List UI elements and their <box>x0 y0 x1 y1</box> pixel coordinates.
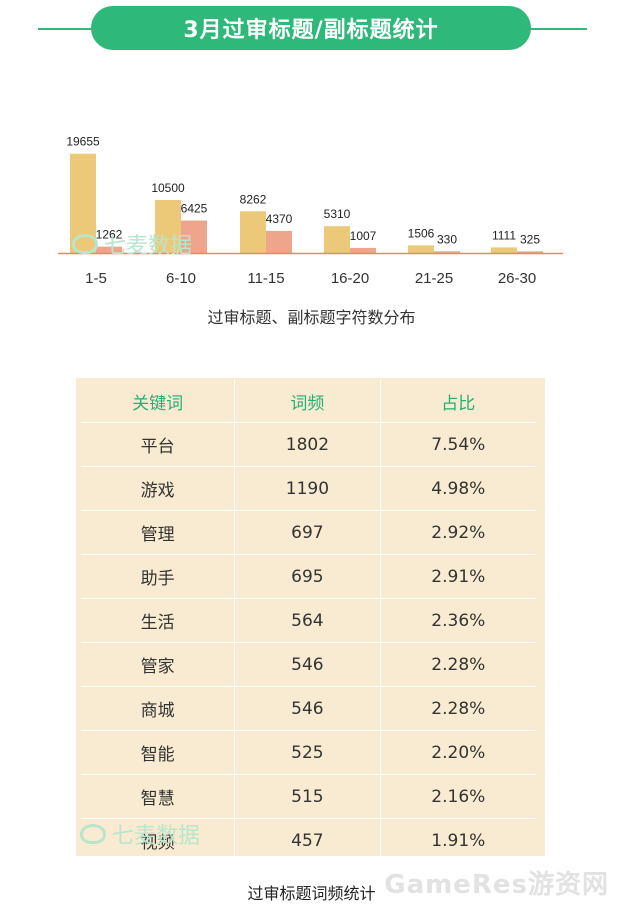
keyword-cell: 智慧 <box>81 774 235 819</box>
data-label-s2-26-30: 325 <box>520 232 540 246</box>
data-label-s2-6-10: 6425 <box>181 202 208 216</box>
ratio-cell: 2.28% <box>379 642 536 687</box>
x-tick-label: 6-10 <box>166 270 196 287</box>
frequency-cell: 1190 <box>234 466 381 511</box>
frequency-cell: 1802 <box>234 422 381 467</box>
bar-s1-11-15 <box>240 211 266 253</box>
table-row: 视频 457 1.91% <box>81 818 536 862</box>
x-tick-label: 1-5 <box>85 270 107 287</box>
frequency-cell: 515 <box>234 774 381 819</box>
table-row: 生活 564 2.36% <box>81 598 536 643</box>
table-row: 管理 697 2.92% <box>81 510 536 555</box>
ratio-cell: 2.20% <box>379 730 536 775</box>
frequency-cell: 457 <box>234 818 381 862</box>
table-row: 智慧 515 2.16% <box>81 774 536 819</box>
ratio-cell: 2.92% <box>379 510 536 555</box>
title-line-left <box>38 28 98 30</box>
bar-s2-21-25 <box>434 251 460 253</box>
ratio-cell: 2.91% <box>379 554 536 599</box>
data-label-s1-21-25: 1506 <box>408 226 435 240</box>
ratio-cell: 7.54% <box>379 422 536 467</box>
keyword-cell: 管家 <box>81 642 235 687</box>
data-label-s1-16-20: 5310 <box>324 207 351 221</box>
bar-s2-6-10 <box>181 220 207 253</box>
table-row: 智能 525 2.20% <box>81 730 536 775</box>
table-row: 管家 546 2.28% <box>81 642 536 687</box>
data-label-s1-11-15: 8262 <box>240 192 267 206</box>
column-header-ratio: 占比 <box>379 380 536 423</box>
frequency-cell: 546 <box>234 686 381 731</box>
table-header-row: 关键词 词频 占比 <box>81 380 536 423</box>
keyword-cell: 助手 <box>81 554 235 599</box>
bar-s2-1-5 <box>96 246 122 253</box>
title-line-right <box>525 28 587 30</box>
table-row: 助手 695 2.91% <box>81 554 536 599</box>
ratio-cell: 2.28% <box>379 686 536 731</box>
table-caption: 过审标题词频统计 <box>247 884 376 903</box>
bar-s2-16-20 <box>350 247 376 253</box>
keyword-cell: 游戏 <box>81 466 235 511</box>
x-tick-label: 26-30 <box>498 270 536 287</box>
x-tick-label: 16-20 <box>331 270 369 287</box>
bar-s2-26-30 <box>517 251 543 253</box>
keyword-cell: 智能 <box>81 730 235 775</box>
frequency-cell: 546 <box>234 642 381 687</box>
frequency-cell: 525 <box>234 730 381 775</box>
gameres-watermark: GameRes游资网 <box>384 870 609 900</box>
keyword-table-panel: 关键词 词频 占比 平台 1802 7.54% 游戏 1190 4.98% 管理 697 2.9… <box>76 378 545 862</box>
table-row: 平台 1802 7.54% <box>81 422 536 467</box>
data-label-s1-1-5: 19655 <box>66 135 100 149</box>
frequency-cell: 564 <box>234 598 381 643</box>
data-label-s2-16-20: 1007 <box>350 229 377 243</box>
watermark-qimai-chart: 七麦数据 <box>72 228 192 260</box>
column-header-frequency: 词频 <box>234 380 381 423</box>
ratio-cell: 4.98% <box>379 466 536 511</box>
keyword-cell: 生活 <box>81 598 235 643</box>
ratio-cell: 1.91% <box>379 818 536 862</box>
table-row: 商城 546 2.28% <box>81 686 536 731</box>
keyword-cell: 视频 <box>81 818 235 862</box>
keyword-table: 关键词 词频 占比 平台 1802 7.54% 游戏 1190 4.98% 管理 697 2.9… <box>81 380 536 862</box>
data-label-s2-1-5: 1262 <box>96 228 123 242</box>
watermark-qimai-table: 七麦数据 <box>80 818 200 850</box>
bar-chart: 19655 1262 1-5 10500 6425 6-10 8262 4370 11-15 53… <box>58 135 563 287</box>
table-row: 游戏 1190 4.98% <box>81 466 536 511</box>
watermark-text: 七麦数据 <box>104 234 193 259</box>
ratio-cell: 2.16% <box>379 774 536 819</box>
data-label-s2-11-15: 4370 <box>266 212 293 226</box>
x-tick-label: 21-25 <box>415 270 453 287</box>
frequency-cell: 697 <box>234 510 381 555</box>
ratio-cell: 2.36% <box>379 598 536 643</box>
bar-s1-21-25 <box>408 245 434 253</box>
chart-caption: 过审标题、副标题字符数分布 <box>207 308 416 327</box>
watermark-text: 七麦数据 <box>112 824 201 849</box>
cat-logo-icon <box>80 824 106 844</box>
frequency-cell: 695 <box>234 554 381 599</box>
cat-logo-icon <box>72 234 98 254</box>
data-label-s1-26-30: 1111 <box>492 228 516 242</box>
bar-s1-26-30 <box>491 247 517 253</box>
keyword-cell: 平台 <box>81 422 235 467</box>
column-header-keyword: 关键词 <box>132 393 184 414</box>
bar-s1-6-10 <box>155 199 181 253</box>
bar-s2-11-15 <box>266 230 292 253</box>
data-label-s1-6-10: 10500 <box>151 181 185 195</box>
x-tick-label: 11-15 <box>247 270 284 287</box>
bar-s1-16-20 <box>324 226 350 253</box>
keyword-cell: 管理 <box>81 510 235 555</box>
data-label-s2-21-25: 330 <box>437 232 457 246</box>
keyword-cell: 商城 <box>81 686 235 731</box>
page-title: 3月过审标题/副标题统计 <box>91 6 531 50</box>
